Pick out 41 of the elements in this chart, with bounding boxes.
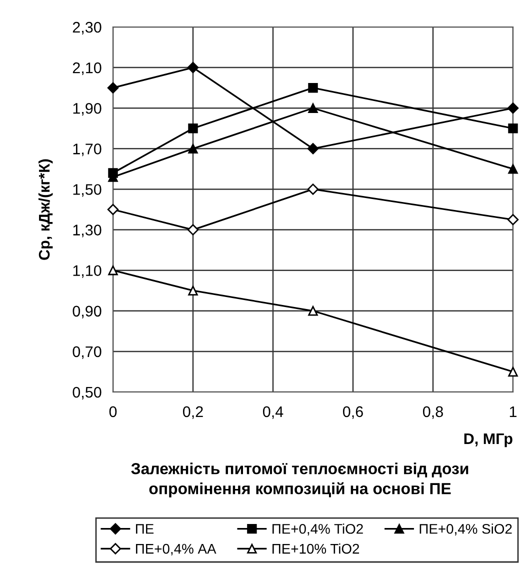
text: Залежність питомої теплоємності від дози опромінення композицій на основі ПЕ (131, 462, 468, 498)
point (508, 124, 518, 134)
legend-label: ПЕ (136, 524, 154, 534)
point (107, 82, 119, 94)
y-axis-title: Ср, кДж/(кг*К) (38, 159, 53, 260)
point (307, 184, 319, 195)
x-axis-title: D, МГр (464, 433, 512, 448)
y-tick-label: 0,70 (72, 346, 102, 359)
x-tick-label: 1 (510, 406, 517, 417)
legend-label: ПЕ+0,4% TiO2 (272, 524, 363, 536)
y-tick-label: 1,70 (73, 144, 102, 156)
legend-label: ПЕ+0,4% АА (136, 544, 216, 556)
y-tick-label: 2,10 (72, 62, 102, 76)
y-tick-label: 2,30 (72, 22, 102, 34)
x-tick-label: 0 (109, 406, 117, 418)
point (308, 306, 318, 316)
y-tick-label: 1,10 (73, 265, 102, 278)
y-tick-label: 1,90 (73, 102, 102, 116)
point (507, 214, 519, 226)
y-tick-label: 0,90 (72, 306, 102, 318)
point (188, 286, 198, 296)
x-tick-label: 0,2 (182, 406, 203, 419)
y-tick-label: 1,30 (73, 224, 102, 238)
point (508, 366, 518, 377)
point (187, 224, 199, 236)
point (188, 124, 198, 134)
x-tick-label: 0,4 (262, 406, 284, 419)
point (508, 164, 518, 174)
x-tick-label: 0,8 (422, 406, 443, 419)
point (187, 62, 199, 74)
y-tick-label: 0,50 (72, 386, 102, 400)
y-tick-label: 1,50 (73, 184, 102, 197)
point (308, 82, 318, 93)
point (307, 143, 319, 154)
legend-label: ПЕ+10% TiO2 (272, 543, 360, 554)
point (308, 103, 318, 113)
point (107, 204, 119, 216)
point (188, 144, 198, 154)
legend-label: ПЕ+0,4% SiO2 (420, 524, 512, 536)
point (507, 102, 519, 114)
x-tick-label: 0,6 (342, 406, 363, 419)
